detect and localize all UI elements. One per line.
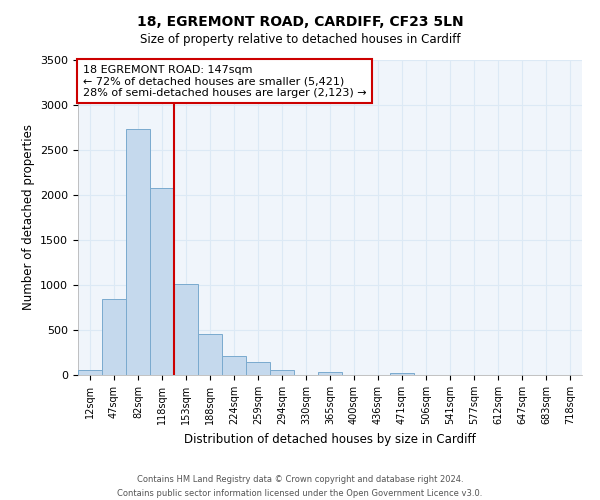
Bar (390, 373, 414, 375)
X-axis label: Distribution of detached houses by size in Cardiff: Distribution of detached houses by size … (184, 432, 476, 446)
Y-axis label: Number of detached properties: Number of detached properties (22, 124, 35, 310)
Bar (150, 188, 174, 375)
Text: Size of property relative to detached houses in Cardiff: Size of property relative to detached ho… (140, 32, 460, 46)
Text: Contains HM Land Registry data © Crown copyright and database right 2024.
Contai: Contains HM Land Registry data © Crown c… (118, 476, 482, 498)
Bar (198, 334, 222, 375)
Bar (222, 356, 246, 375)
Text: 18 EGREMONT ROAD: 147sqm
← 72% of detached houses are smaller (5,421)
28% of sem: 18 EGREMONT ROAD: 147sqm ← 72% of detach… (83, 64, 367, 98)
Bar (126, 130, 150, 375)
Bar (318, 372, 342, 375)
Bar (174, 284, 198, 375)
Bar (270, 370, 294, 375)
Bar (102, 300, 126, 375)
Bar (78, 370, 102, 375)
Text: 18, EGREMONT ROAD, CARDIFF, CF23 5LN: 18, EGREMONT ROAD, CARDIFF, CF23 5LN (137, 15, 463, 29)
Bar (246, 362, 270, 375)
